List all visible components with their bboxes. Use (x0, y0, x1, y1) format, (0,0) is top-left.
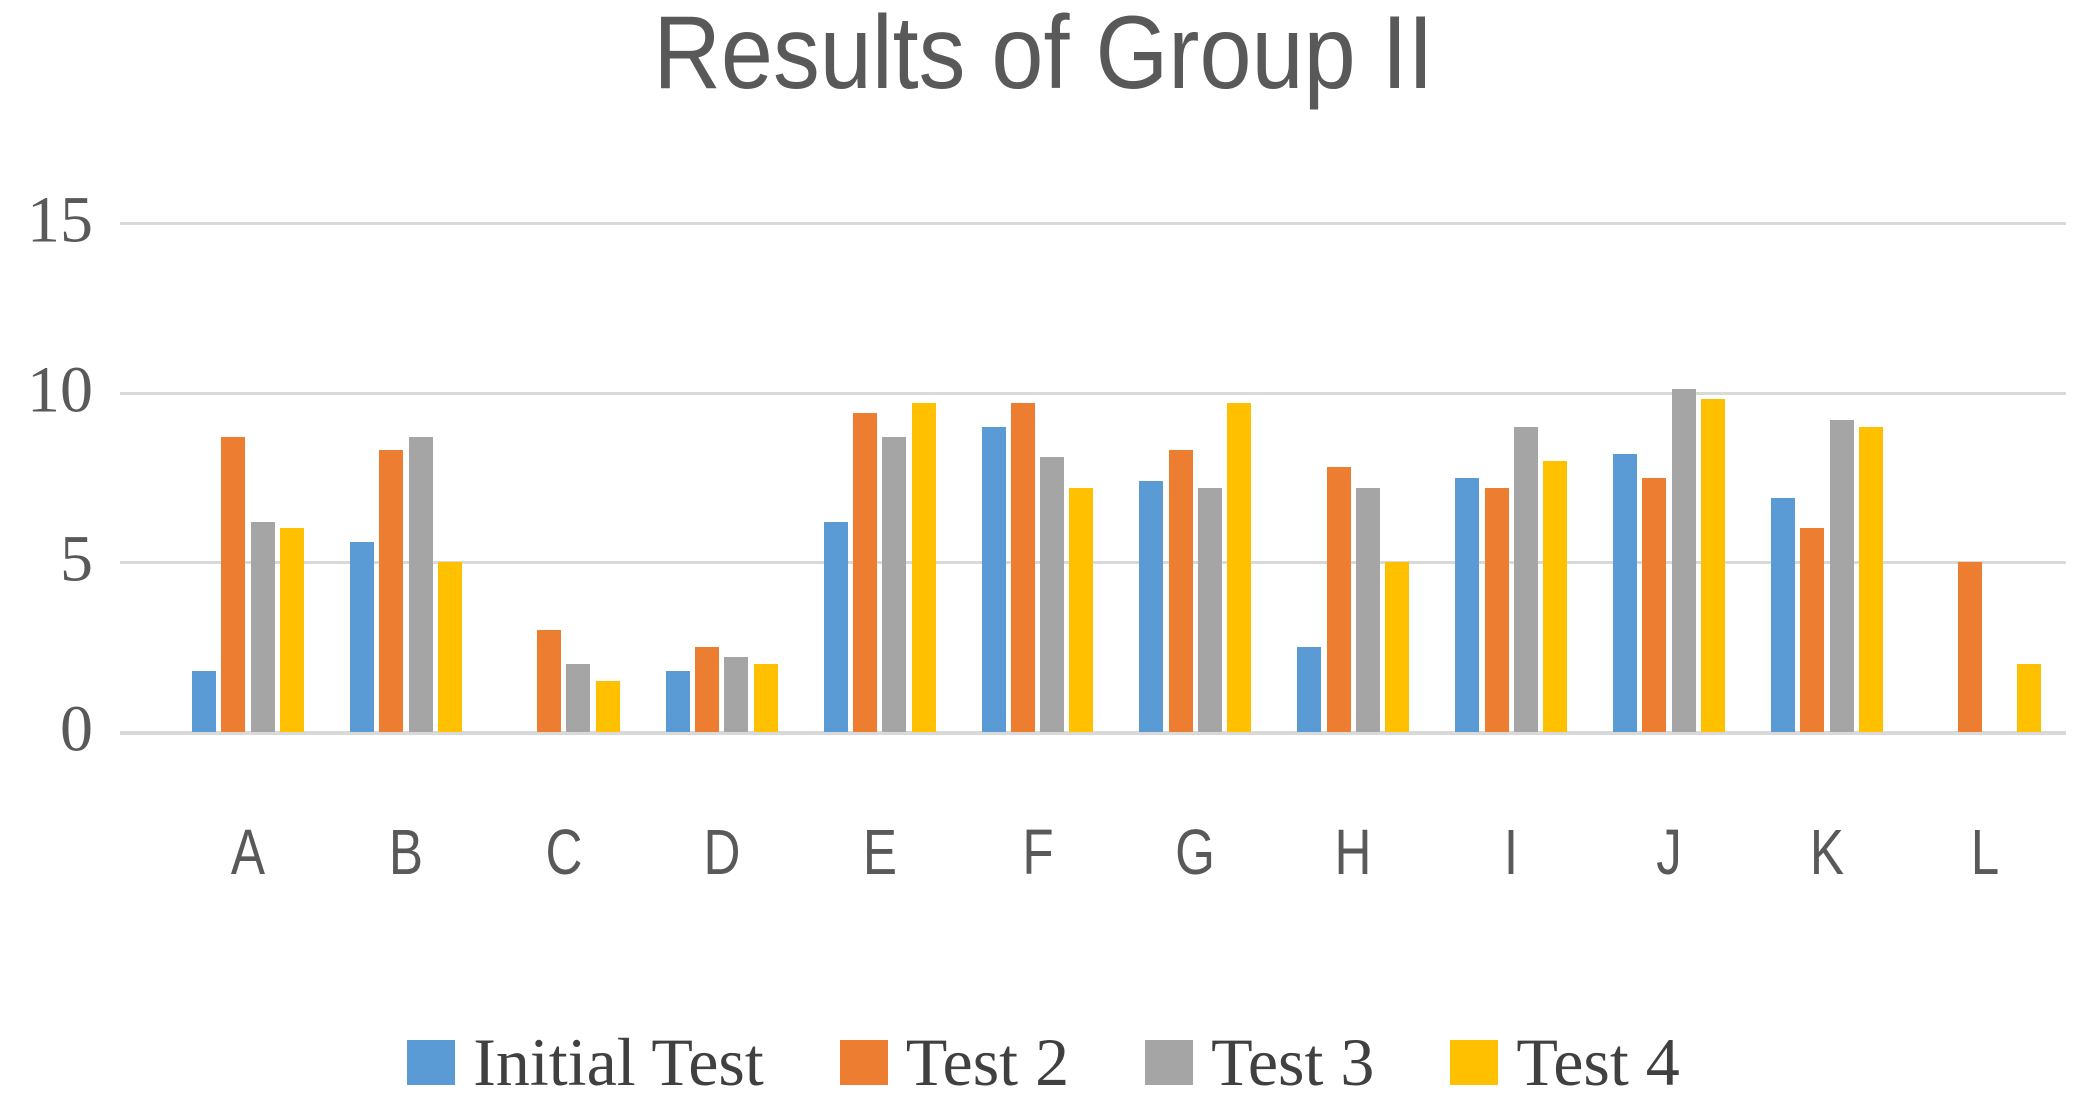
x-axis-label-H: H (1334, 816, 1372, 888)
x-axis-label-A: A (230, 816, 266, 888)
bar-group-C (508, 223, 620, 732)
bar-test-4-I (1543, 461, 1568, 732)
bar-test-4-K (1858, 427, 1883, 732)
x-axis-label-J: J (1656, 816, 1682, 888)
bar-initial-test-I (1455, 478, 1480, 732)
bar-test-3-I (1513, 427, 1538, 732)
bar-test-2-J (1642, 478, 1667, 732)
x-axis-label-D: D (703, 816, 741, 888)
bar-test-3-H (1355, 488, 1380, 732)
x-axis-label-K: K (1809, 816, 1845, 888)
bar-group-F (981, 223, 1094, 732)
bar-test-3-K (1829, 420, 1854, 732)
legend-swatch-icon (1450, 1039, 1499, 1085)
bar-test-2-E (852, 413, 877, 732)
bar-test-4-B (437, 562, 462, 732)
bar-group-K (1771, 223, 1883, 732)
x-axis-label-I: I (1504, 816, 1519, 888)
legend-label: Test 3 (1211, 1024, 1375, 1100)
x-axis-label-C: C (545, 816, 583, 888)
legend-label: Test 2 (905, 1024, 1070, 1100)
legend-label: Initial Test (473, 1024, 764, 1100)
legend-item-test-4: Test 4 (1450, 1024, 1680, 1100)
x-axis-label-B: B (388, 816, 423, 888)
bar-group-I (1455, 223, 1568, 732)
bar-test-3-G (1198, 488, 1223, 732)
y-tick-label: 10 (27, 353, 93, 427)
bar-test-2-F (1010, 403, 1035, 732)
x-axis-label-E: E (862, 816, 897, 888)
bar-initial-test-J (1613, 454, 1638, 732)
gridline (120, 222, 2066, 226)
bar-initial-test-E (823, 522, 848, 732)
legend-label: Test 4 (1516, 1024, 1680, 1100)
bar-group-D (665, 223, 778, 732)
bar-initial-test-A (192, 671, 216, 732)
legend: Initial Test Test 2 Test 3 Test 4 (0, 1028, 2087, 1096)
bar-test-3-A (250, 522, 275, 732)
bar-test-2-I (1484, 488, 1509, 732)
bar-test-2-C (537, 630, 562, 732)
bar-test-4-F (1069, 488, 1094, 732)
bar-test-4-C (595, 681, 620, 732)
bar-test-2-B (379, 450, 404, 732)
bar-test-2-D (695, 647, 720, 732)
x-axis-baseline (120, 731, 2066, 735)
bar-test-2-H (1326, 467, 1351, 732)
bar-group-H (1297, 223, 1410, 732)
bar-group-L (1929, 223, 2041, 732)
gridline (120, 391, 2066, 395)
legend-item-test-2: Test 2 (839, 1024, 1070, 1100)
bar-test-4-J (1701, 399, 1726, 732)
bar-test-4-D (753, 664, 778, 732)
bar-test-3-C (566, 664, 591, 732)
bar-test-3-B (408, 437, 433, 732)
y-tick-label: 15 (27, 183, 93, 257)
bar-test-4-E (911, 403, 936, 732)
plot-area (120, 222, 2066, 735)
x-axis-label-G: G (1175, 816, 1216, 888)
bar-test-3-J (1671, 389, 1696, 732)
y-tick-label: 5 (60, 522, 93, 596)
legend-item-test-3: Test 3 (1145, 1028, 1374, 1096)
bar-group-G (1139, 223, 1252, 732)
bar-initial-test-H (1297, 647, 1322, 732)
y-tick-label: 0 (60, 692, 93, 766)
x-axis-label-F: F (1021, 816, 1054, 888)
bar-test-3-F (1040, 457, 1065, 732)
bar-initial-test-D (665, 671, 690, 732)
legend-swatch-icon (1145, 1039, 1194, 1085)
bar-group-A (192, 223, 304, 732)
legend-swatch-icon (407, 1039, 456, 1085)
chart-title: Results of Group II (653, 0, 1434, 111)
bar-test-2-L (1958, 562, 1983, 732)
bar-group-B (349, 223, 462, 732)
bar-test-4-H (1385, 562, 1410, 732)
bar-test-3-D (724, 657, 749, 732)
bar-test-2-G (1168, 450, 1193, 732)
bar-test-3-E (882, 437, 907, 732)
legend-item-initial-test: Initial Test (407, 1028, 764, 1096)
bar-test-4-L (2016, 664, 2041, 732)
bar-group-E (823, 223, 936, 732)
legend-swatch-icon (839, 1039, 888, 1085)
bar-initial-test-K (1771, 498, 1795, 732)
bar-test-4-A (279, 528, 304, 732)
bar-initial-test-B (349, 542, 374, 732)
bar-initial-test-F (981, 427, 1006, 732)
bar-group-J (1613, 223, 1726, 732)
bar-test-4-G (1227, 403, 1252, 732)
bar-test-2-A (221, 437, 246, 732)
bar-initial-test-G (1139, 481, 1164, 732)
x-axis-label-L: L (1970, 816, 2000, 888)
bar-test-2-K (1800, 528, 1825, 732)
